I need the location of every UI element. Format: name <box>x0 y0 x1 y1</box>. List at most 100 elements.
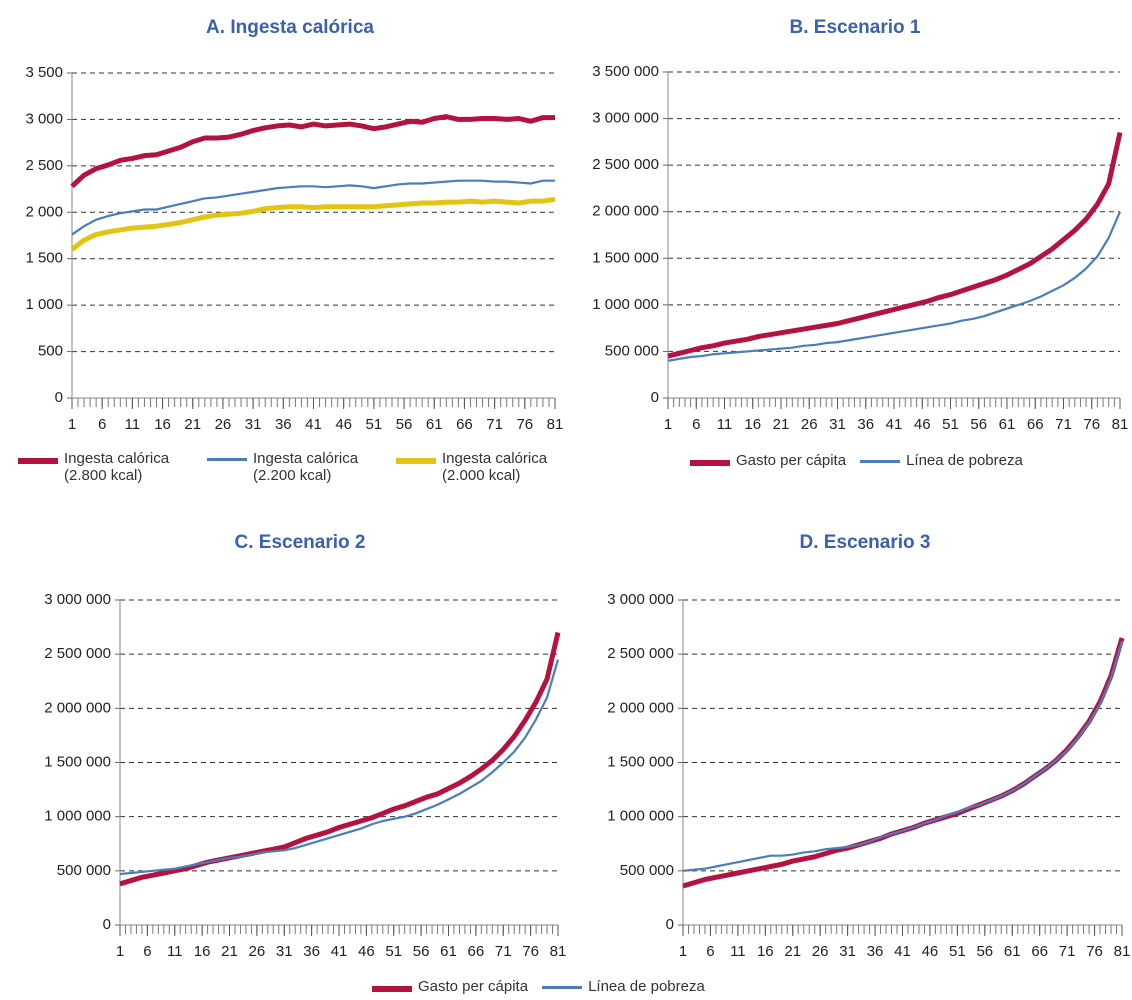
x-tick-label: 66 <box>1031 943 1048 960</box>
x-tick-label: 16 <box>744 416 761 433</box>
x-tick-label: 46 <box>914 416 931 433</box>
legend-label: Línea de pobreza <box>906 452 1023 469</box>
chart-title: C. Escenario 2 <box>235 532 366 553</box>
x-tick-label: 11 <box>717 416 733 433</box>
y-tick-label: 500 000 <box>57 862 111 879</box>
series-line <box>70 114 555 189</box>
y-tick-label: 3 000 000 <box>44 591 111 608</box>
chart-title: B. Escenario 1 <box>790 17 921 38</box>
y-tick-label: 2 000 000 <box>607 699 674 716</box>
series-line <box>682 637 1125 889</box>
x-tick-label: 51 <box>949 943 966 960</box>
y-tick-label: 0 <box>666 916 674 933</box>
legend-label: Ingesta calórica (2.200 kcal) <box>253 450 359 484</box>
y-tick-label: 2 000 <box>25 203 63 220</box>
legend-swatch <box>690 460 730 466</box>
legend-swatch <box>207 458 247 461</box>
x-tick-label: 41 <box>894 943 911 960</box>
legend-swatch <box>18 458 58 464</box>
x-tick-label: 11 <box>167 943 183 960</box>
x-tick-label: 51 <box>366 416 383 433</box>
y-tick-label: 3 000 <box>25 110 63 127</box>
x-tick-label: 76 <box>1083 416 1100 433</box>
x-tick-label: 81 <box>547 416 564 433</box>
x-tick-label: 11 <box>125 416 141 433</box>
panel: C. Escenario 2 0 500 000 1 000 000 1 500 000… <box>44 532 566 960</box>
x-tick-label: 46 <box>358 943 375 960</box>
legend-label: Gasto per cápita <box>418 978 529 995</box>
legend: Gasto per cápita Línea de pobreza <box>690 452 1023 469</box>
x-tick-label: 16 <box>154 416 171 433</box>
x-tick-label: 1 <box>664 416 672 433</box>
legend-item: Gasto per cápita <box>690 452 846 469</box>
x-tick-label: 16 <box>194 943 211 960</box>
x-tick-label: 26 <box>812 943 829 960</box>
x-tick-label: 26 <box>215 416 232 433</box>
legend-label: Línea de pobreza <box>588 978 705 995</box>
y-tick-label: 500 000 <box>605 342 659 359</box>
legend-item: Ingesta calórica (2.000 kcal) <box>396 450 571 484</box>
x-tick-label: 41 <box>886 416 903 433</box>
series-line <box>119 659 560 876</box>
legend-label: Ingesta calórica (2.800 kcal) <box>64 450 170 484</box>
x-tick-label: 36 <box>275 416 292 433</box>
x-tick-label: 21 <box>773 416 790 433</box>
x-tick-label: 76 <box>522 943 539 960</box>
y-tick-label: 0 <box>55 389 63 406</box>
y-tick-label: 1 500 000 <box>607 753 674 770</box>
x-tick-label: 61 <box>999 416 1016 433</box>
x-tick-label: 46 <box>922 943 939 960</box>
x-tick-label: 26 <box>249 943 266 960</box>
x-tick-label: 71 <box>1055 416 1072 433</box>
x-tick-label: 76 <box>516 416 533 433</box>
series-line <box>71 179 555 236</box>
x-tick-label: 51 <box>385 943 402 960</box>
y-tick-label: 0 <box>651 389 659 406</box>
legend-swatch <box>372 986 412 992</box>
y-tick-label: 3 500 <box>25 64 63 81</box>
x-tick-label: 66 <box>1027 416 1044 433</box>
y-tick-label: 1 500 000 <box>592 249 659 266</box>
legend-swatch <box>396 458 436 464</box>
x-tick-label: 6 <box>98 416 106 433</box>
x-tick-label: 56 <box>976 943 993 960</box>
legend-label: Ingesta calórica (2.000 kcal) <box>442 450 548 484</box>
y-tick-label: 2 500 000 <box>592 156 659 173</box>
x-tick-label: 71 <box>495 943 512 960</box>
x-tick-label: 21 <box>184 416 201 433</box>
x-tick-label: 56 <box>413 943 430 960</box>
y-tick-label: 2 500 000 <box>44 645 111 662</box>
x-tick-label: 46 <box>335 416 352 433</box>
legend-item: Gasto per cápita <box>372 978 528 995</box>
x-tick-label: 36 <box>867 943 884 960</box>
y-tick-label: 1 000 000 <box>592 296 659 313</box>
legend-swatch <box>542 986 583 989</box>
panel: A. Ingesta calórica 0 500 1 000 1 500 2 000 2 … <box>25 17 563 433</box>
y-tick-label: 500 <box>38 343 63 360</box>
y-tick-label: 3 000 000 <box>607 591 674 608</box>
x-tick-label: 1 <box>679 943 687 960</box>
y-tick-label: 3 500 000 <box>592 63 659 80</box>
x-tick-label: 6 <box>692 416 700 433</box>
x-tick-label: 36 <box>303 943 320 960</box>
x-tick-label: 21 <box>784 943 801 960</box>
x-tick-label: 31 <box>245 416 262 433</box>
x-tick-label: 66 <box>468 943 485 960</box>
x-tick-label: 11 <box>730 943 746 960</box>
x-tick-label: 51 <box>942 416 959 433</box>
y-tick-label: 500 000 <box>620 862 674 879</box>
y-tick-label: 1 000 000 <box>44 808 111 825</box>
x-tick-label: 56 <box>396 416 413 433</box>
legend: Gasto per cápita Línea de pobreza <box>372 978 705 995</box>
y-tick-label: 1 500 000 <box>44 753 111 770</box>
x-tick-label: 81 <box>550 943 567 960</box>
x-tick-label: 61 <box>1004 943 1021 960</box>
x-tick-label: 56 <box>970 416 987 433</box>
x-tick-label: 6 <box>706 943 714 960</box>
x-tick-label: 61 <box>440 943 457 960</box>
x-tick-label: 1 <box>68 416 76 433</box>
x-tick-label: 31 <box>839 943 856 960</box>
